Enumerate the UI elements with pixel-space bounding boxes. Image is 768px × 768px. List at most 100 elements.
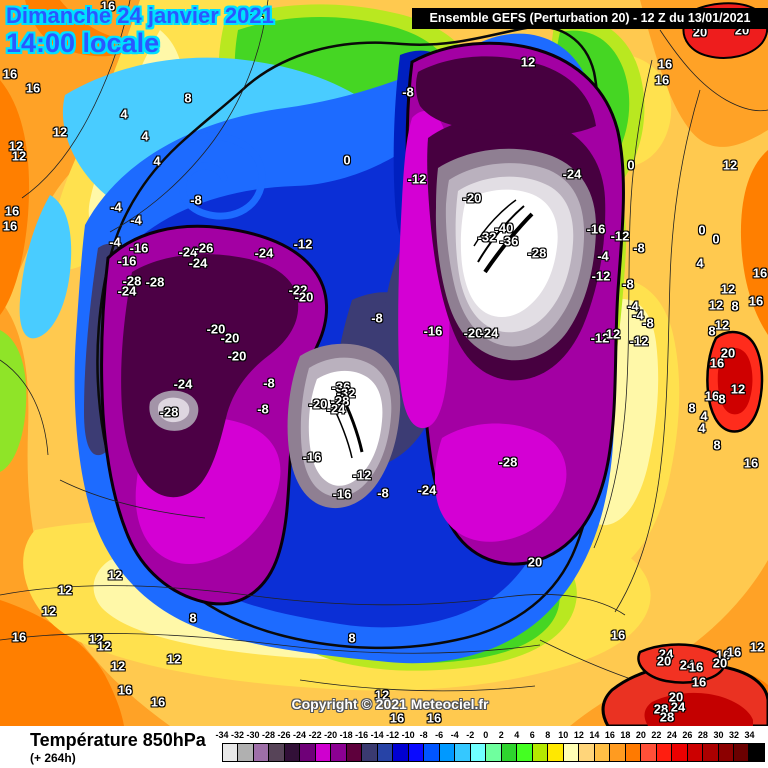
colorbar-tick-labels: -34 -32 -30 -28 -26 -24 -22 -20 -18 -16 -14 -12 -10-… xyxy=(215,730,765,741)
temperature-value-label: 12 xyxy=(248,6,264,22)
colorbar-cell xyxy=(486,744,502,761)
temperature-value-label: 24 xyxy=(670,699,686,715)
colorbar-cell xyxy=(408,744,425,761)
temperature-value-label: -24 xyxy=(562,166,582,182)
temperature-value-label: -28 xyxy=(122,273,142,289)
temperature-value-label: -24 xyxy=(117,283,137,299)
temperature-value-label: 28 xyxy=(659,709,675,725)
colorbar-tick: -16 xyxy=(355,730,369,740)
colorbar-tick: 28 xyxy=(697,730,708,740)
temperature-value-label: 12 xyxy=(520,54,536,70)
temperature-value-label: -16 xyxy=(129,240,149,256)
colorbar-tick: 16 xyxy=(604,730,615,740)
temperature-value-label: 16 xyxy=(688,659,704,675)
temperature-value-label: 8 xyxy=(708,323,716,339)
colorbar-tick: 34 xyxy=(744,730,755,740)
temperature-value-label: 8 xyxy=(184,90,192,106)
temperature-value-label: -8 xyxy=(633,240,645,256)
temperature-value-label: 4 xyxy=(696,255,704,271)
temperature-value-label: -24 xyxy=(479,325,499,341)
temperature-value-label: 16 xyxy=(100,0,116,14)
colorbar-tick: 2 xyxy=(498,730,504,740)
temperature-value-label: 16 xyxy=(2,66,18,82)
colorbar-cell xyxy=(610,744,626,761)
colorbar-cell xyxy=(223,744,239,761)
temperature-value-label: -16 xyxy=(117,253,137,269)
colorbar-tick: -4 xyxy=(450,730,459,740)
colorbar-cell xyxy=(532,744,549,761)
colorbar-tick: -26 xyxy=(277,730,291,740)
colorbar-tick: -6 xyxy=(435,730,444,740)
temperature-value-label: -28 xyxy=(330,393,350,409)
colorbar-tick: 26 xyxy=(682,730,693,740)
temperature-value-label: 12 xyxy=(96,638,112,654)
parameter-title: Température 850hPa xyxy=(30,730,206,750)
temperature-value-label: 12 xyxy=(41,603,57,619)
colorbar-cell xyxy=(455,744,471,761)
colorbar-cell xyxy=(331,744,347,761)
colorbar-tick: -14 xyxy=(370,730,384,740)
temperature-value-label: -8 xyxy=(257,401,269,417)
colorbar-cells xyxy=(222,743,765,762)
temperature-value-label: 12 xyxy=(730,381,746,397)
colorbar-cell xyxy=(656,744,673,761)
temperature-value-label: 20 xyxy=(656,653,672,669)
temperature-value-label: -28 xyxy=(145,274,165,290)
colorbar-tick: -2 xyxy=(466,730,475,740)
colorbar-tick: 30 xyxy=(713,730,724,740)
temperature-value-label: -8 xyxy=(371,310,383,326)
colorbar-cell xyxy=(424,744,440,761)
temperature-value-label: 16 xyxy=(752,265,768,281)
colorbar-cell xyxy=(733,744,750,761)
temperature-value-label: 8 xyxy=(718,391,726,407)
temperature-value-label: 16 xyxy=(715,647,731,663)
colorbar-tick: 0 xyxy=(483,730,489,740)
temperature-value-label: 0 xyxy=(343,152,351,168)
temperature-value-label: 12 xyxy=(88,631,104,647)
temperature-value-label: 12 xyxy=(374,687,390,703)
temperature-value-label: 16 xyxy=(150,694,166,710)
colorbar-tick: 10 xyxy=(558,730,569,740)
colorbar-tick: 18 xyxy=(620,730,631,740)
colorbar-cell xyxy=(300,744,316,761)
temperature-value-label: 16 xyxy=(426,710,442,726)
temperature-value-label: 16 xyxy=(691,674,707,690)
temperature-value-label: -20 xyxy=(294,289,314,305)
colorbar-cell xyxy=(563,744,580,761)
colorbar-cell xyxy=(687,744,704,761)
temperature-value-label: 0 xyxy=(712,231,720,247)
temperature-value-label: 16 xyxy=(709,355,725,371)
colorbar-tick: 20 xyxy=(635,730,646,740)
temperature-value-label: -20 xyxy=(463,325,483,341)
temperature-value-label: 16 xyxy=(11,629,27,645)
colorbar-cell xyxy=(377,744,394,761)
temperature-map xyxy=(0,0,768,726)
temperature-value-label: 4 xyxy=(141,128,149,144)
colorbar-tick: 4 xyxy=(514,730,520,740)
colorbar-tick: -8 xyxy=(419,730,428,740)
temperature-value-label: 20 xyxy=(527,554,543,570)
temperature-value-label: -4 xyxy=(597,248,609,264)
temperature-value-label: 16 xyxy=(25,80,41,96)
temperature-value-label: -20 xyxy=(227,348,247,364)
colorbar-tick: -28 xyxy=(262,730,276,740)
temperature-colorbar: -34 -32 -30 -28 -26 -24 -22 -20 -18 -16 -14 -12 -10-… xyxy=(215,730,765,766)
colorbar-cell xyxy=(594,744,611,761)
colorbar-cell xyxy=(501,744,518,761)
temperature-value-label: 12 xyxy=(714,317,730,333)
colorbar-tick: -20 xyxy=(324,730,338,740)
colorbar-cell xyxy=(346,744,363,761)
forecast-datetime: Dimanche 24 janvier 2021 14:00 locale xyxy=(6,4,274,58)
temperature-value-label: -20 xyxy=(308,396,328,412)
temperature-value-label: 12 xyxy=(8,138,24,154)
temperature-value-label: -8 xyxy=(190,192,202,208)
temperature-value-label: -20 xyxy=(462,190,482,206)
colorbar-cell xyxy=(253,744,270,761)
temperature-value-label: -24 xyxy=(326,401,346,417)
temperature-value-label: 8 xyxy=(688,400,696,416)
colorbar-cell xyxy=(548,744,564,761)
temperature-value-label: -12 xyxy=(590,330,610,346)
colorbar-tick: -30 xyxy=(246,730,260,740)
temperature-value-label: -8 xyxy=(263,375,275,391)
